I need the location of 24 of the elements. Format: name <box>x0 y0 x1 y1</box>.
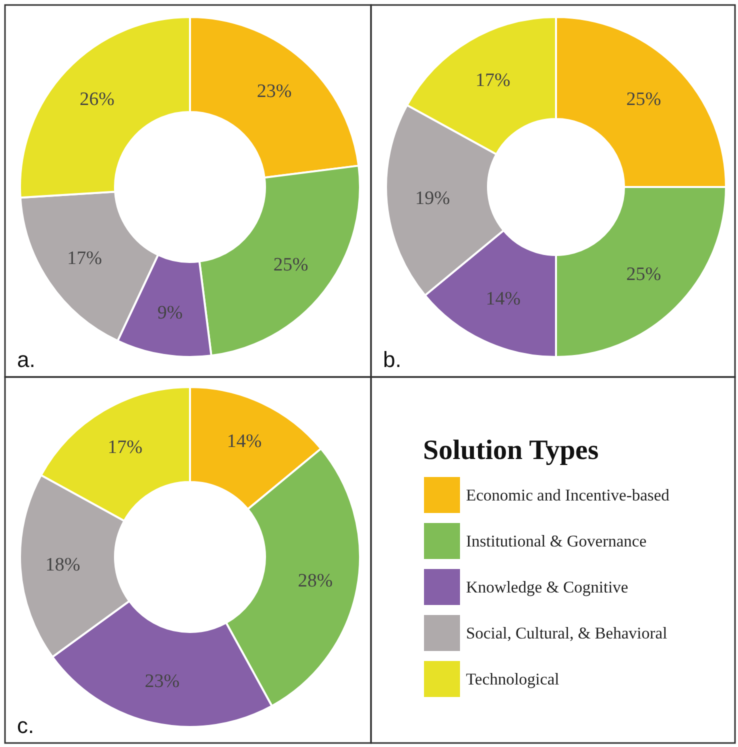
legend-title: Solution Types <box>423 435 599 466</box>
data-label: 28% <box>298 570 333 592</box>
data-label: 14% <box>486 288 521 310</box>
legend-label: Knowledge & Cognitive <box>466 578 628 596</box>
data-label: 9% <box>157 302 183 324</box>
data-label: 25% <box>626 88 662 110</box>
data-label: 26% <box>80 89 115 110</box>
legend-label: Technological <box>466 670 560 688</box>
data-label: 25% <box>273 254 308 276</box>
data-label: 17% <box>67 248 102 270</box>
data-label: 25% <box>626 264 662 286</box>
legend-label: Institutional & Governance <box>466 532 647 550</box>
legend-label: Social, Cultural, & Behavioral <box>466 624 668 642</box>
data-label: 19% <box>415 188 450 210</box>
text: b. <box>383 347 402 372</box>
text: a. <box>17 347 36 372</box>
data-label: 14% <box>226 431 262 452</box>
data-label: 17% <box>475 70 510 91</box>
data-label: 23% <box>144 670 180 692</box>
legend-label: Economic and Incentive-based <box>466 486 670 504</box>
text: c. <box>17 713 34 738</box>
data-label: 17% <box>108 436 143 458</box>
data-label: 23% <box>256 80 292 102</box>
data-label: 18% <box>45 554 80 576</box>
